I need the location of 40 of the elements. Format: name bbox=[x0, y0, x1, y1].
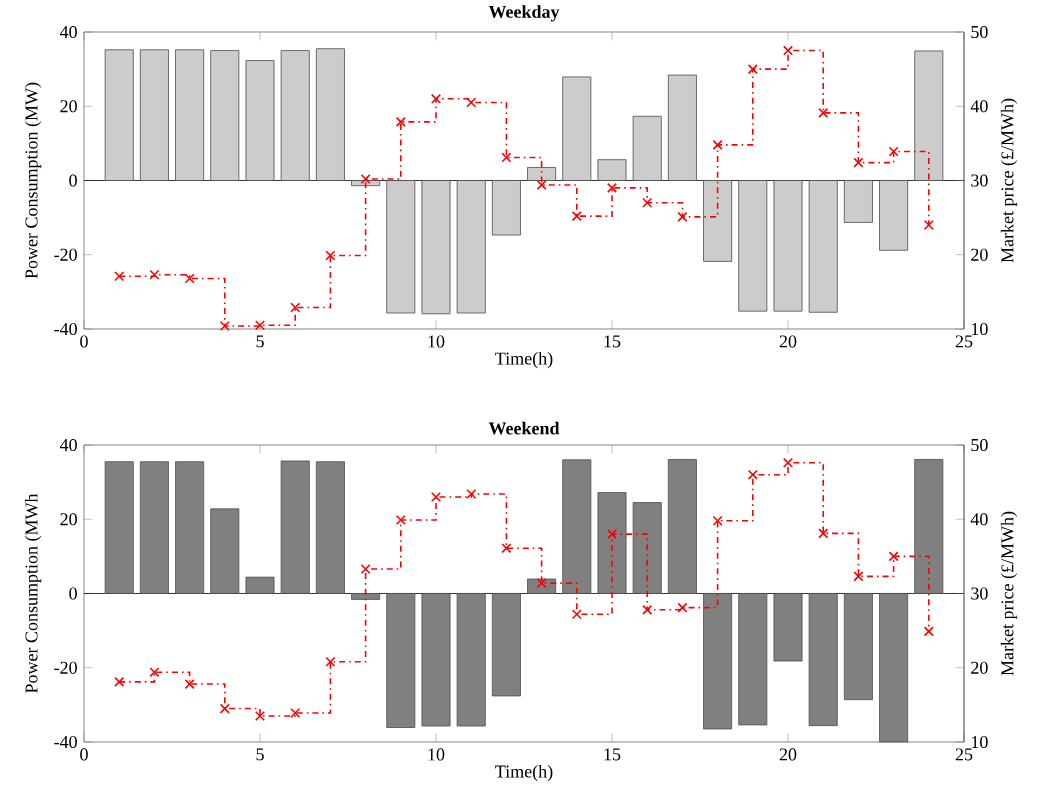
x-tick-label: 0 bbox=[80, 335, 88, 348]
y2-tick-label: 50 bbox=[971, 438, 988, 452]
x-tick-label: 5 bbox=[256, 748, 264, 761]
y-tick-label: -40 bbox=[54, 735, 77, 749]
y-tick-label: 20 bbox=[60, 100, 77, 113]
x-tick-label: 5 bbox=[256, 335, 264, 348]
y2-axis-title: Market price (£/MWh) bbox=[1000, 98, 1018, 263]
y2-axis-title: Market price (£/MWh) bbox=[1000, 511, 1018, 676]
x-tick-label: 25 bbox=[955, 335, 973, 348]
x-tick-label: 20 bbox=[779, 748, 797, 761]
x-tick-label: 15 bbox=[604, 335, 621, 348]
chart-title: Weekday bbox=[488, 5, 560, 22]
y-tick-label: -20 bbox=[54, 248, 77, 261]
y2-tick-label: 40 bbox=[970, 513, 988, 526]
x-tick-label: 10 bbox=[428, 335, 445, 348]
y2-tick-label: 10 bbox=[971, 735, 988, 749]
y-tick-label: 40 bbox=[59, 438, 77, 452]
y2-tick-label: 40 bbox=[970, 100, 988, 113]
y-tick-label: -40 bbox=[54, 322, 77, 336]
y-tick-label: 0 bbox=[69, 174, 77, 187]
y2-tick-label: 20 bbox=[971, 661, 988, 674]
x-axis-title: Time(h) bbox=[495, 764, 553, 782]
x-tick-label: 15 bbox=[604, 748, 621, 761]
y2-tick-label: 10 bbox=[971, 322, 988, 336]
y2-tick-label: 30 bbox=[971, 587, 988, 600]
y-tick-label: 0 bbox=[69, 587, 77, 600]
y2-tick-label: 30 bbox=[971, 174, 988, 187]
y-tick-label: -20 bbox=[54, 661, 77, 674]
y2-tick-label: 20 bbox=[971, 248, 988, 261]
x-axis-title: Time(h) bbox=[495, 351, 553, 369]
y2-tick-label: 50 bbox=[971, 25, 988, 39]
y-axis-title: Power Consumption (MWh bbox=[24, 493, 42, 693]
y-axis-title: Power Consumption (MW) bbox=[24, 82, 42, 279]
x-tick-label: 20 bbox=[779, 335, 797, 348]
x-tick-label: 0 bbox=[80, 748, 88, 761]
y-tick-label: 40 bbox=[59, 25, 77, 39]
chart-title: Weekend bbox=[488, 421, 560, 435]
x-tick-label: 25 bbox=[955, 748, 973, 761]
x-tick-label: 10 bbox=[428, 748, 445, 761]
y-tick-label: 20 bbox=[60, 513, 77, 526]
